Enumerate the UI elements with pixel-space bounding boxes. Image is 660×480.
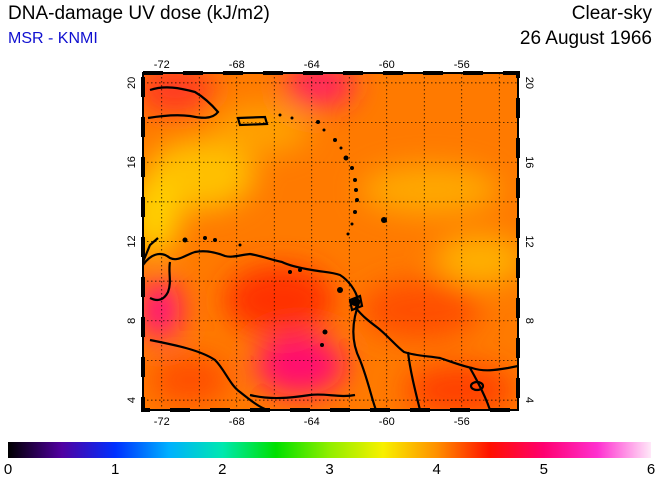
latitude-tick-label: 16 xyxy=(126,156,138,168)
latitude-ticks-right: 4 8 12 16 20 xyxy=(523,77,535,403)
longitude-tick-label: -56 xyxy=(454,59,470,71)
map-gridlines xyxy=(143,73,518,410)
coastlines xyxy=(143,86,518,410)
colorbar-label: 3 xyxy=(325,461,333,478)
coastline-trinidad xyxy=(348,294,364,312)
colorbar-label: 4 xyxy=(432,461,440,478)
uv-dose-field xyxy=(143,73,518,410)
latitude-tick-label: 4 xyxy=(523,397,535,403)
longitude-tick-label: -68 xyxy=(229,59,245,71)
border-guyana-suriname xyxy=(406,351,422,410)
longitude-tick-label: -72 xyxy=(154,59,170,71)
latitude-tick-label: 20 xyxy=(523,77,535,89)
colorbar-label: 6 xyxy=(647,461,655,478)
latitude-ticks-left: 4 8 12 16 20 xyxy=(126,77,138,403)
latitude-tick-label: 16 xyxy=(523,156,535,168)
colorbar-label: 2 xyxy=(218,461,226,478)
border-colombia-venezuela xyxy=(149,338,269,410)
source-label: MSR - KNMI xyxy=(8,30,98,47)
longitude-tick-label: -68 xyxy=(229,416,245,428)
longitude-tick-label: -60 xyxy=(379,416,395,428)
longitude-tick-label: -72 xyxy=(154,416,170,428)
border-venezuela-guyana xyxy=(352,299,378,410)
latitude-tick-label: 20 xyxy=(126,77,138,89)
date-label: 26 August 1966 xyxy=(519,28,652,49)
coastline-lake-island xyxy=(469,380,485,392)
colorbar-label: 5 xyxy=(540,461,548,478)
longitude-ticks-top: -72 -68 -64 -60 -56 xyxy=(154,59,470,71)
longitude-tick-label: -64 xyxy=(304,59,320,71)
small-islands xyxy=(182,113,387,347)
longitude-ticks-bottom: -72 -68 -64 -60 -56 xyxy=(154,416,470,428)
coastline-lake-maracaibo xyxy=(149,261,172,302)
longitude-tick-label: -56 xyxy=(454,416,470,428)
latitude-tick-label: 12 xyxy=(126,235,138,247)
latitude-tick-label: 4 xyxy=(126,397,138,403)
latitude-tick-label: 8 xyxy=(126,318,138,324)
longitude-tick-label: -64 xyxy=(304,416,320,428)
latitude-tick-label: 12 xyxy=(523,235,535,247)
coastline-hispaniola xyxy=(147,86,220,120)
colorbar-labels: 0 1 2 3 4 5 6 xyxy=(4,461,655,478)
coastline-guajira xyxy=(143,237,159,263)
colorbar-label: 0 xyxy=(4,461,12,478)
map-title: DNA-damage UV dose (kJ/m2) xyxy=(8,3,270,24)
latitude-tick-label: 8 xyxy=(523,318,535,324)
longitude-tick-label: -60 xyxy=(379,59,395,71)
border-brazil-venezuela xyxy=(249,393,356,400)
map-frame-ticks xyxy=(141,71,520,412)
sky-condition-label: Clear-sky xyxy=(571,3,652,24)
coastline-south-america xyxy=(143,250,518,372)
colorbar-label: 1 xyxy=(111,461,119,478)
colorbar xyxy=(8,442,651,458)
coastline-puerto-rico xyxy=(236,115,269,127)
